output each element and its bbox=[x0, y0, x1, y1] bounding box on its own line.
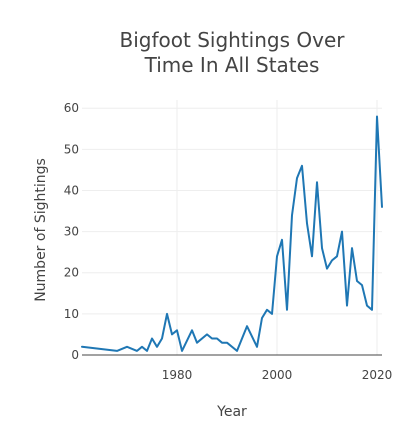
y-tick-label-30: 30 bbox=[64, 225, 79, 239]
chart-title-line-2: Time In All States bbox=[144, 53, 320, 77]
data-point bbox=[175, 328, 179, 332]
data-point bbox=[360, 283, 364, 287]
data-point bbox=[275, 254, 279, 258]
data-point bbox=[170, 332, 174, 336]
x-tick-label-2020: 2020 bbox=[362, 368, 393, 382]
data-point bbox=[135, 349, 139, 353]
data-point bbox=[305, 221, 309, 225]
tick-labels: 0 10 20 30 40 50 60 1980 2000 2020 bbox=[64, 101, 393, 382]
data-point bbox=[350, 246, 354, 250]
data-point bbox=[145, 349, 149, 353]
y-tick-label-10: 10 bbox=[64, 307, 79, 321]
data-point bbox=[180, 349, 184, 353]
data-point bbox=[225, 341, 229, 345]
data-point bbox=[320, 246, 324, 250]
data-point bbox=[340, 230, 344, 234]
data-point bbox=[370, 308, 374, 312]
data-point bbox=[325, 267, 329, 271]
data-point bbox=[290, 213, 294, 217]
data-point bbox=[270, 312, 274, 316]
data-point bbox=[235, 349, 239, 353]
data-point bbox=[375, 115, 379, 119]
data-point bbox=[330, 258, 334, 262]
data-point bbox=[140, 345, 144, 349]
data-point bbox=[260, 316, 264, 320]
data-point bbox=[215, 337, 219, 341]
y-tick-label-0: 0 bbox=[71, 348, 79, 362]
x-axis-title: Year bbox=[216, 404, 247, 420]
data-point bbox=[355, 279, 359, 283]
x-tick-label-2000: 2000 bbox=[262, 368, 293, 382]
data-point bbox=[245, 324, 249, 328]
data-point bbox=[165, 312, 169, 316]
chart-title-line-1: Bigfoot Sightings Over bbox=[120, 28, 346, 52]
data-point bbox=[285, 308, 289, 312]
data-point bbox=[220, 341, 224, 345]
y-tick-label-20: 20 bbox=[64, 266, 79, 280]
data-point bbox=[280, 238, 284, 242]
x-tick-label-1980: 1980 bbox=[162, 368, 193, 382]
data-point bbox=[335, 254, 339, 258]
data-point bbox=[315, 180, 319, 184]
series-layer bbox=[80, 115, 384, 353]
data-point bbox=[80, 345, 84, 349]
data-point bbox=[300, 164, 304, 168]
data-point bbox=[295, 176, 299, 180]
series-line-0 bbox=[81, 115, 383, 352]
data-point bbox=[365, 304, 369, 308]
data-point bbox=[160, 337, 164, 341]
data-point bbox=[210, 337, 214, 341]
data-point bbox=[155, 345, 159, 349]
data-point bbox=[205, 332, 209, 336]
data-point bbox=[125, 345, 129, 349]
y-axis-title: Number of Sightings bbox=[33, 158, 49, 302]
data-point bbox=[265, 308, 269, 312]
y-tick-label-50: 50 bbox=[64, 142, 79, 156]
data-point bbox=[310, 254, 314, 258]
data-point bbox=[345, 304, 349, 308]
y-tick-label-40: 40 bbox=[64, 183, 79, 197]
data-point bbox=[255, 345, 259, 349]
data-point bbox=[190, 328, 194, 332]
y-tick-label-60: 60 bbox=[64, 101, 79, 115]
gridlines bbox=[82, 100, 382, 355]
data-point bbox=[115, 349, 119, 353]
data-point bbox=[380, 205, 384, 209]
data-point bbox=[150, 337, 154, 341]
data-point bbox=[195, 341, 199, 345]
